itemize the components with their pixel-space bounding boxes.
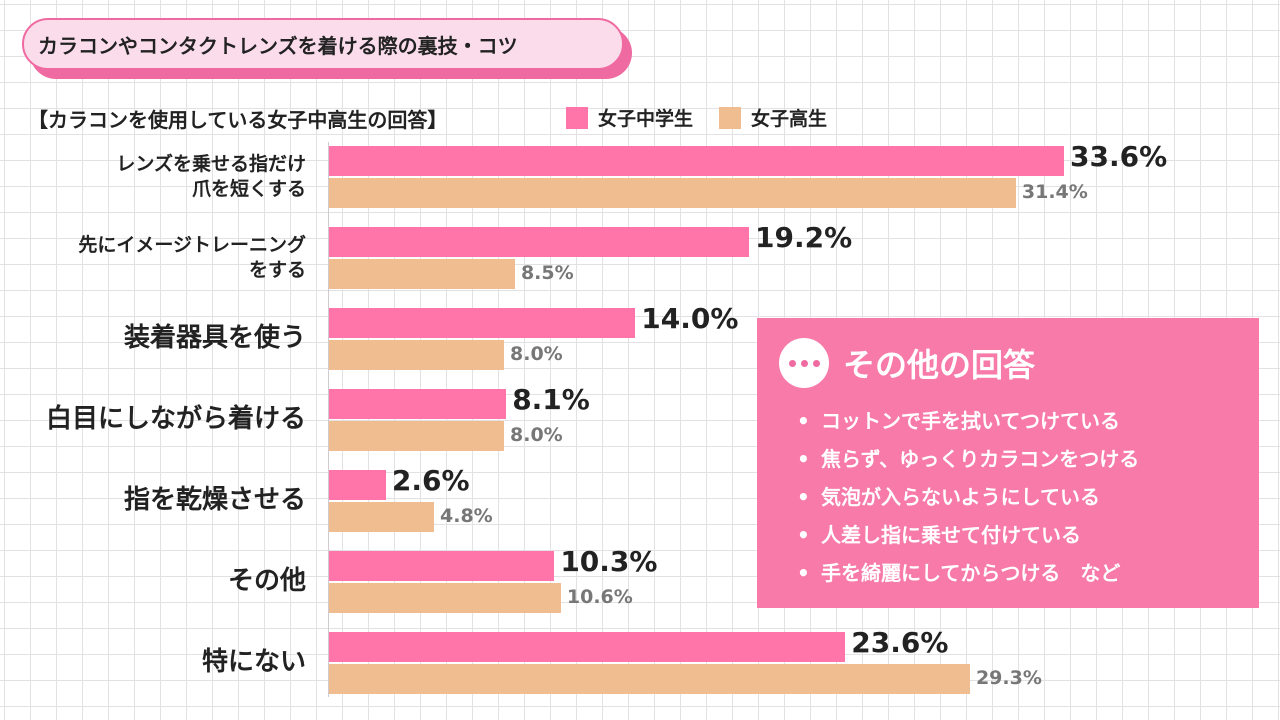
category-label: 装着器具を使う — [123, 323, 306, 354]
data-label: 31.4% — [1021, 181, 1088, 203]
dots-icon — [779, 338, 829, 388]
bar-hs — [329, 259, 515, 289]
other-answers-box: その他の回答 コットンで手を拭いてつけている焦らず、ゆっくりカラコンをつける気泡… — [757, 318, 1259, 608]
category-label: レンズを乗せる指だけ 爪を短くする — [116, 153, 306, 200]
data-label: 8.1% — [512, 383, 590, 416]
chart-subtitle: 【カラコンを使用している女子中高生の回答】 — [28, 108, 448, 132]
bar-hs — [329, 664, 970, 694]
data-label: 23.6% — [851, 626, 949, 659]
data-label: 8.0% — [510, 424, 563, 446]
bar-jhs — [329, 470, 386, 500]
category-label: 先にイメージトレーニング をする — [78, 234, 306, 281]
bar-jhs — [329, 227, 749, 257]
data-label: 8.0% — [510, 343, 563, 365]
other-answer-item: 気泡が入らないようにしている — [797, 478, 1237, 516]
legend-label: 女子中学生 — [598, 108, 694, 130]
bar-jhs — [329, 632, 846, 662]
bar-jhs — [329, 308, 636, 338]
bar-jhs — [329, 551, 555, 581]
bar-hs — [329, 502, 434, 532]
data-label: 2.6% — [391, 464, 470, 497]
bar-hs — [329, 340, 504, 370]
legend: 女子中学生 女子高生 — [566, 104, 843, 131]
data-label: 4.8% — [440, 505, 493, 527]
legend-swatch — [566, 106, 588, 129]
bar-jhs — [329, 146, 1064, 176]
other-answer-item: コットンで手を拭いてつけている — [797, 402, 1237, 440]
category-label: 指を乾燥させる — [123, 485, 306, 516]
page-title: カラコンやコンタクトレンズを着ける際の裏技・コツ — [22, 18, 624, 70]
legend-swatch — [719, 106, 742, 129]
category-label: 特にない — [201, 647, 306, 678]
category-label: その他 — [227, 566, 306, 597]
data-label: 10.6% — [566, 586, 633, 608]
data-label: 8.5% — [520, 262, 574, 284]
data-label: 14.0% — [641, 302, 739, 335]
data-label: 29.3% — [975, 667, 1042, 689]
legend-item-0: 女子中学生 — [566, 104, 693, 131]
other-answer-item: 焦らず、ゆっくりカラコンをつける — [797, 440, 1237, 478]
data-label: 10.3% — [560, 545, 658, 578]
other-answers-title: その他の回答 — [843, 346, 1036, 384]
other-answers-header: その他の回答 — [779, 338, 1237, 388]
other-answer-item: 人差し指に乗せて付けている — [797, 516, 1237, 554]
bar-jhs — [329, 389, 507, 419]
other-answer-item: 手を綺麗にしてからつける など — [797, 554, 1237, 592]
legend-label: 女子高生 — [751, 108, 828, 130]
category-label: 白目にしながら着ける — [45, 404, 306, 435]
bar-hs — [329, 178, 1016, 208]
title-banner: カラコンやコンタクトレンズを着ける際の裏技・コツ — [22, 18, 634, 82]
y-axis-line — [328, 142, 329, 697]
data-label: 19.2% — [755, 221, 853, 254]
legend-item-1: 女子高生 — [719, 104, 827, 131]
bar-hs — [329, 421, 504, 451]
other-answers-list: コットンで手を拭いてつけている焦らず、ゆっくりカラコンをつける気泡が入らないよう… — [779, 402, 1237, 592]
data-label: 33.6% — [1070, 140, 1168, 173]
bar-hs — [329, 583, 561, 613]
